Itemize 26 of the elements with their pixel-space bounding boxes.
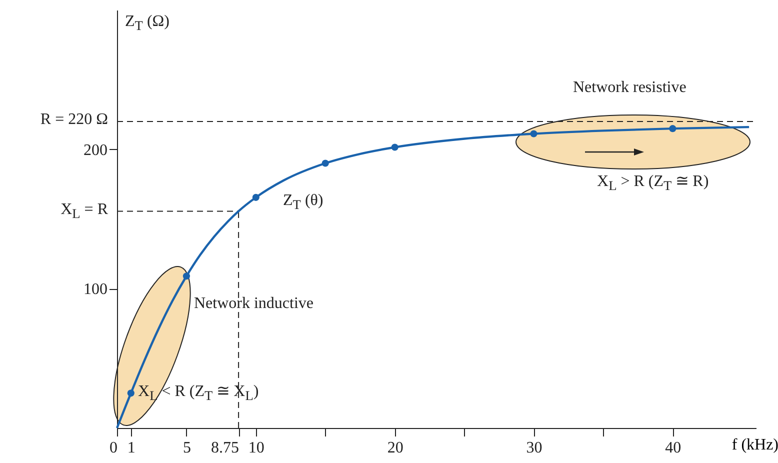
y-tick-label: 200 — [84, 142, 108, 159]
x-tick-label: 20 — [387, 440, 404, 456]
point — [127, 390, 134, 397]
annotation: Network inductive — [194, 295, 314, 312]
line-series — [116, 126, 750, 430]
point — [391, 144, 398, 151]
x-tick-label: 40 — [665, 440, 682, 456]
point — [322, 160, 329, 167]
x-tick-label: 30 — [526, 440, 542, 456]
annotation: Network resistive — [573, 79, 686, 96]
point — [252, 194, 260, 201]
ref-line-label: R = 220 Ω — [40, 111, 108, 128]
ref-line-label: X$_{L}$ = R — [60, 201, 108, 222]
x-axis-title: f (kHz) — [732, 436, 778, 454]
y-axis-title: Z$_{T}$ (Ω) — [125, 13, 170, 34]
x-tick-label: 5 — [182, 440, 191, 456]
x-tick-label: 1 — [127, 440, 136, 456]
annotation: Z$_{T}$ (θ) — [283, 192, 324, 212]
point — [182, 272, 190, 280]
annotation: X$_{L}$ > R (Z$_{T}$ ≅ R) — [597, 173, 709, 194]
point — [669, 125, 676, 132]
x-tick-label: 8.75 — [211, 440, 240, 456]
x-tick-label: 0 — [110, 440, 118, 456]
point — [530, 130, 538, 138]
x-tick-label: 10 — [248, 440, 264, 456]
y-tick-label: 100 — [84, 281, 108, 298]
